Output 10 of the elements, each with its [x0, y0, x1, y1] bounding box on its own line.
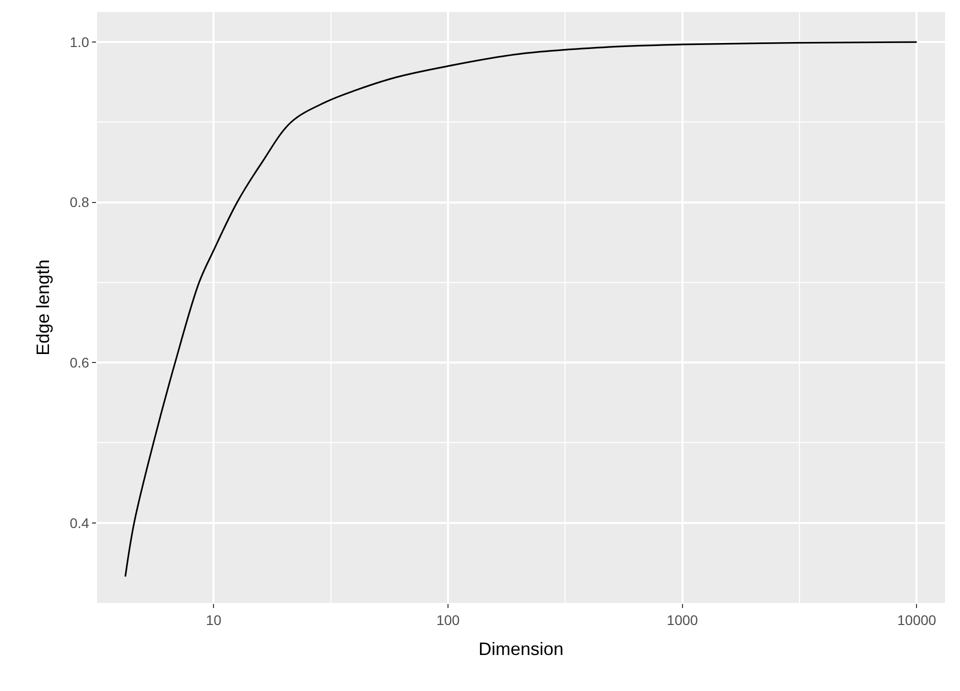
x-tick-label: 1000 — [666, 612, 698, 628]
y-tick-label: 1.0 — [70, 34, 90, 50]
y-axis-title: Edge length — [32, 259, 53, 356]
x-axis-title: Dimension — [478, 638, 564, 659]
y-tick-label: 0.6 — [70, 354, 90, 370]
x-tick-label: 10000 — [897, 612, 936, 628]
y-tick-label: 0.8 — [70, 194, 90, 210]
y-tick-label: 0.4 — [70, 514, 90, 531]
x-tick-label: 100 — [436, 612, 460, 628]
x-tick-label: 10 — [206, 612, 222, 628]
